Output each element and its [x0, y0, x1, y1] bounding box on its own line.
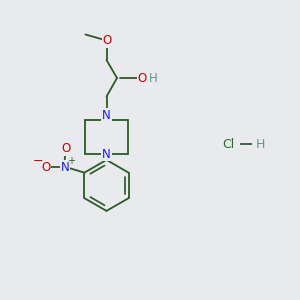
Text: O: O	[62, 142, 71, 155]
Text: N: N	[61, 161, 69, 174]
Text: N: N	[102, 109, 111, 122]
Text: +: +	[67, 156, 75, 166]
Text: N: N	[102, 148, 111, 161]
Text: O: O	[103, 34, 112, 47]
Text: Cl: Cl	[222, 137, 234, 151]
Text: H: H	[256, 137, 265, 151]
Text: O: O	[138, 71, 147, 85]
Text: −: −	[32, 155, 43, 168]
Text: H: H	[149, 71, 158, 85]
Text: O: O	[41, 161, 51, 174]
